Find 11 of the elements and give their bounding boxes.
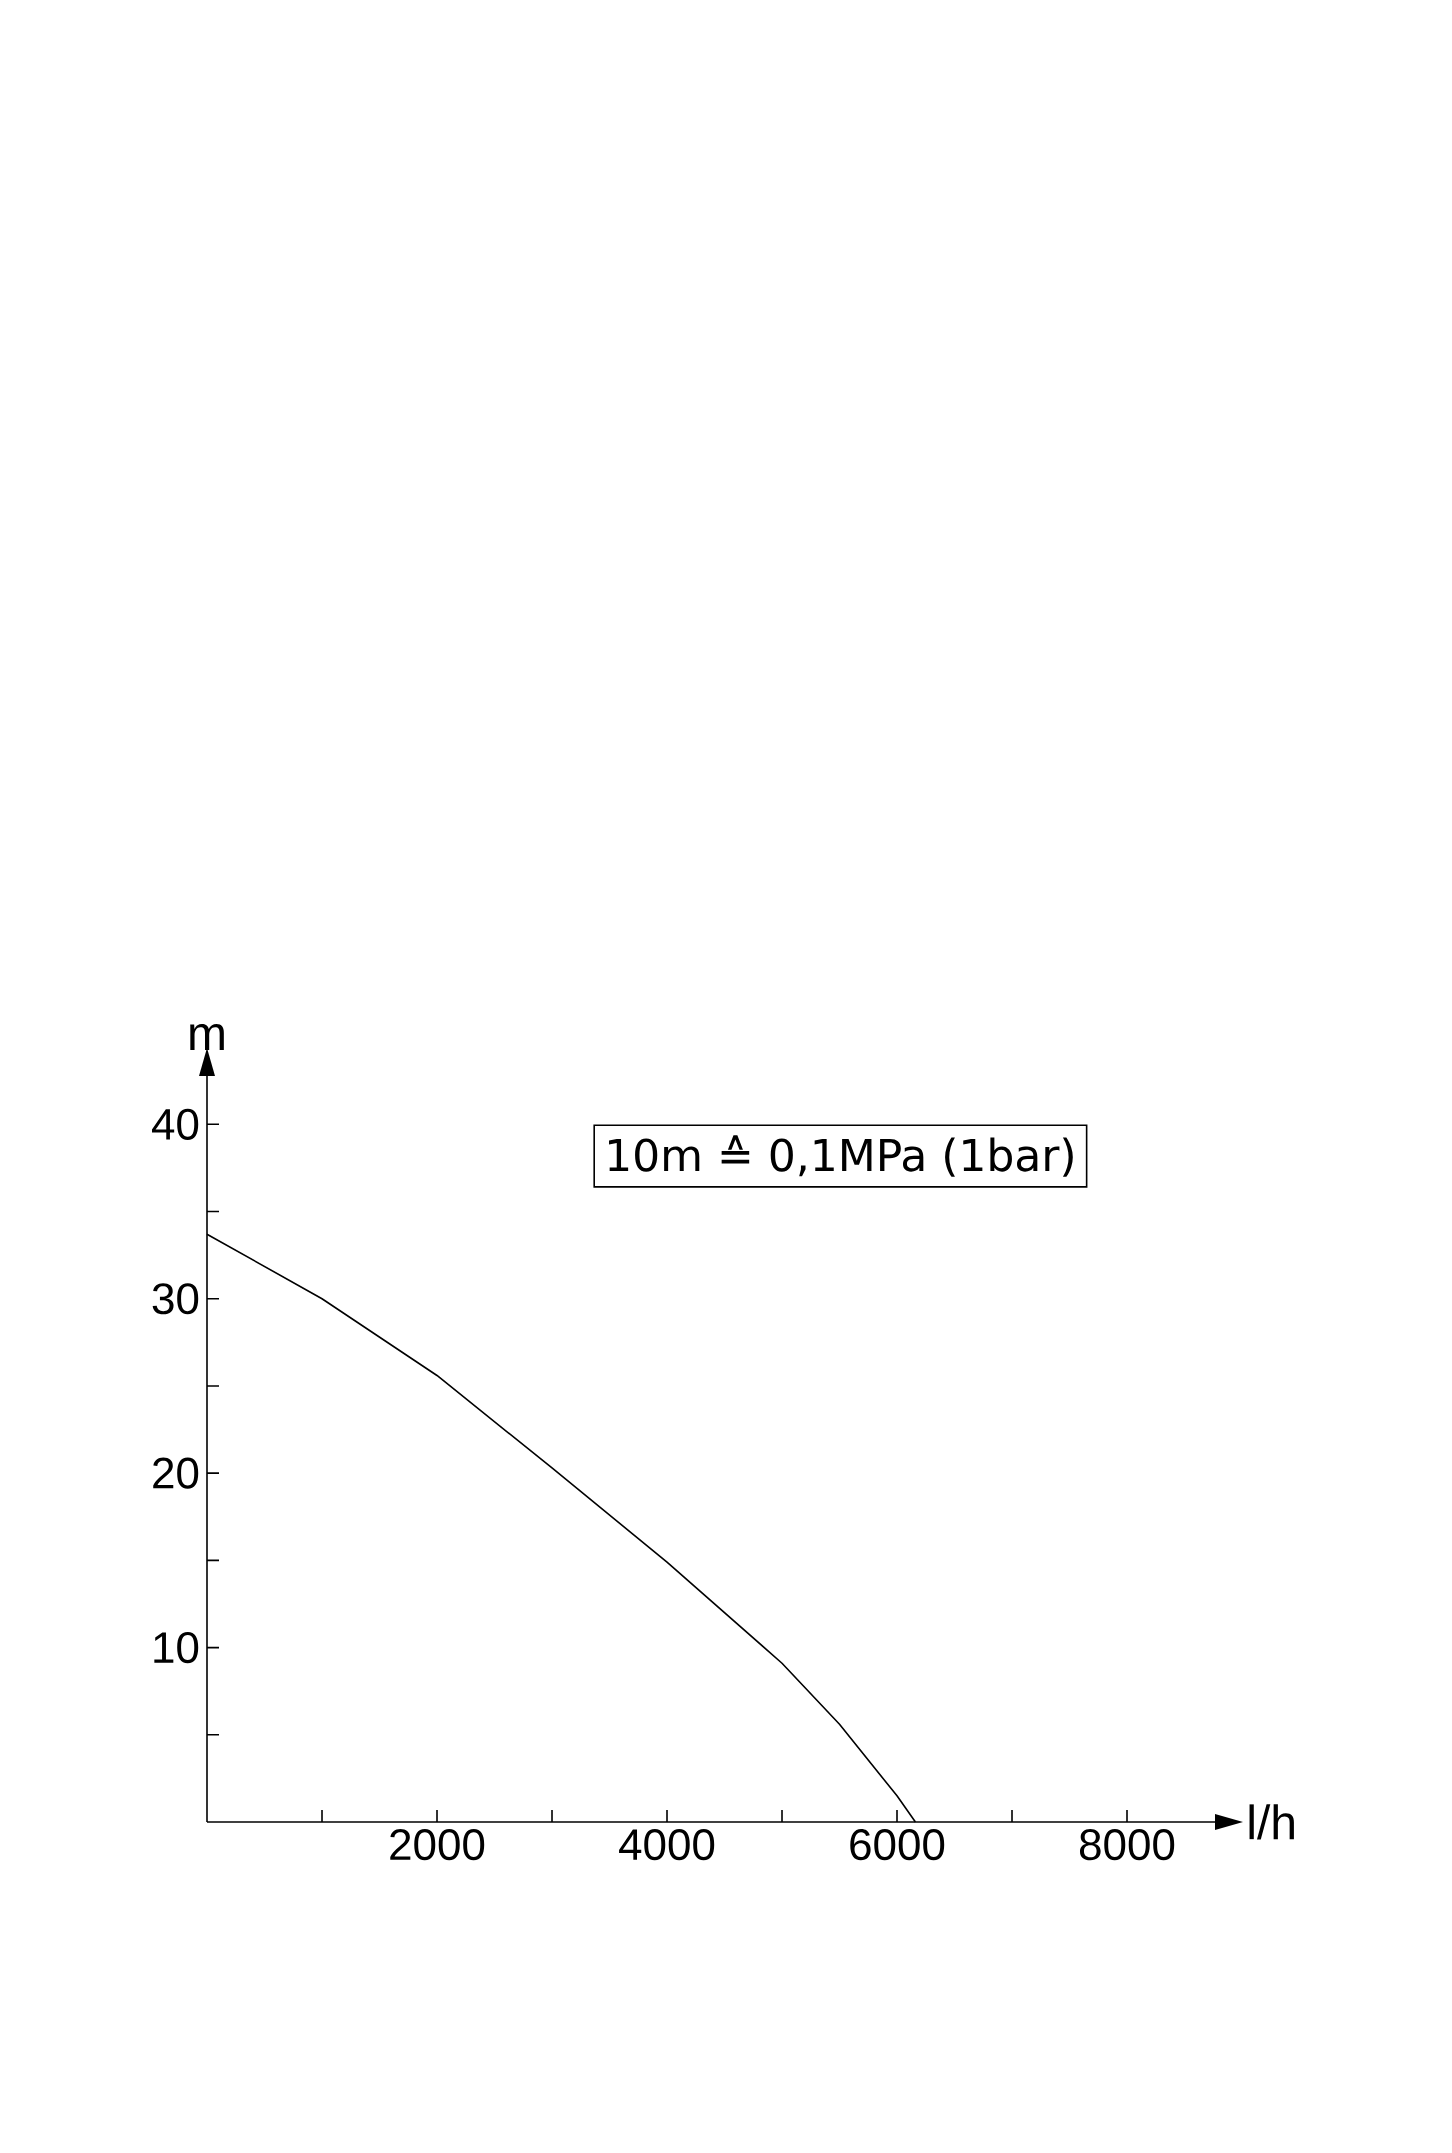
y-tick-label: 20 xyxy=(153,1457,199,1489)
y-tick-label: 10 xyxy=(154,1631,199,1664)
x-tick-label: 2000 xyxy=(390,1829,485,1861)
y-tick-label: 40 xyxy=(152,1108,199,1140)
annotation: 10m ≙ 0,1MPa (1bar) xyxy=(609,1135,1073,1177)
x-tick-label: 8000 xyxy=(1079,1829,1175,1861)
x-tick-label: 6000 xyxy=(850,1829,945,1861)
y-axis-title: m xyxy=(190,1024,224,1050)
y-tick-label: 30 xyxy=(152,1283,199,1315)
x-axis-title: l/h xyxy=(1249,1804,1294,1840)
x-tick-label: 4000 xyxy=(619,1829,715,1861)
